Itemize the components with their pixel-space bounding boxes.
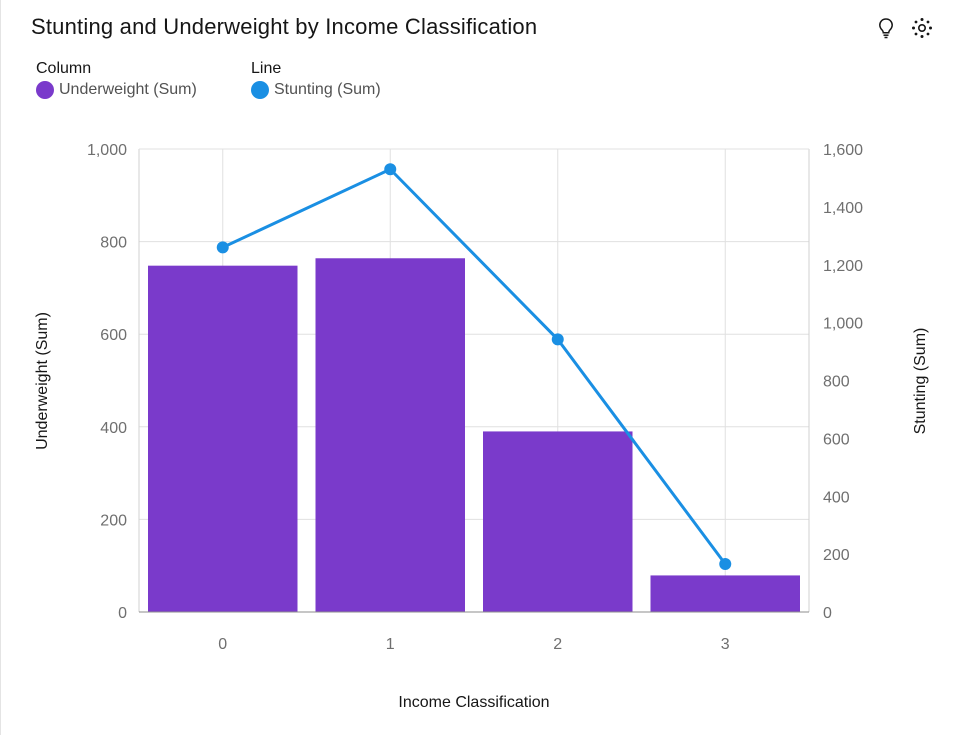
point-stunting-3 — [719, 557, 732, 570]
right-tick-label: 600 — [823, 431, 850, 448]
x-tick-label: 0 — [218, 636, 227, 653]
point-stunting-0 — [216, 241, 229, 254]
lightbulb-icon[interactable] — [874, 16, 898, 40]
x-tick-label: 2 — [553, 636, 562, 653]
line-stunting — [222, 167, 727, 565]
right-tick-label: 1,200 — [823, 258, 863, 275]
legend-column-group: Column Underweight (Sum) — [36, 60, 197, 99]
bar-underweight-2 — [483, 431, 633, 612]
settings-icon[interactable] — [910, 16, 934, 40]
point-stunting-2 — [551, 333, 564, 346]
left-tick-label: 600 — [100, 327, 127, 344]
bar-underweight-1 — [315, 258, 465, 612]
x-axis-title: Income Classification — [398, 694, 549, 711]
legend-line-group: Line Stunting (Sum) — [251, 60, 381, 99]
right-tick-label: 1,000 — [823, 316, 863, 333]
left-tick-label: 800 — [100, 235, 127, 252]
left-tick-label: 400 — [100, 420, 127, 437]
right-tick-label: 1,600 — [823, 142, 863, 159]
legend-line-heading: Line — [251, 60, 282, 77]
left-tick-label: 200 — [100, 512, 127, 529]
right-tick-label: 0 — [823, 605, 832, 622]
legend-label-stunting: Stunting (Sum) — [274, 81, 381, 98]
right-tick-label: 200 — [823, 547, 850, 564]
bar-underweight-0 — [148, 265, 298, 612]
legend-swatch-underweight — [36, 81, 54, 99]
right-axis-title: Stunting (Sum) — [912, 328, 929, 435]
x-tick-label: 3 — [721, 636, 730, 653]
right-tick-label: 400 — [823, 489, 850, 506]
legend-swatch-stunting — [251, 81, 269, 99]
legend-column-heading: Column — [36, 60, 92, 77]
bar-underweight-3 — [650, 575, 800, 612]
legend-label-underweight: Underweight (Sum) — [59, 81, 197, 98]
right-tick-label: 800 — [823, 374, 850, 391]
legend-entry-stunting[interactable]: Stunting (Sum) — [251, 81, 381, 99]
left-tick-label: 1,000 — [87, 142, 127, 159]
right-tick-label: 1,400 — [823, 200, 863, 217]
left-tick-label: 0 — [118, 605, 127, 622]
point-stunting-1 — [384, 163, 397, 176]
x-tick-label: 1 — [386, 636, 395, 653]
left-axis-title: Underweight (Sum) — [34, 312, 51, 450]
chart-title: Stunting and Underweight by Income Class… — [31, 14, 538, 39]
legend-entry-underweight[interactable]: Underweight (Sum) — [36, 81, 197, 99]
